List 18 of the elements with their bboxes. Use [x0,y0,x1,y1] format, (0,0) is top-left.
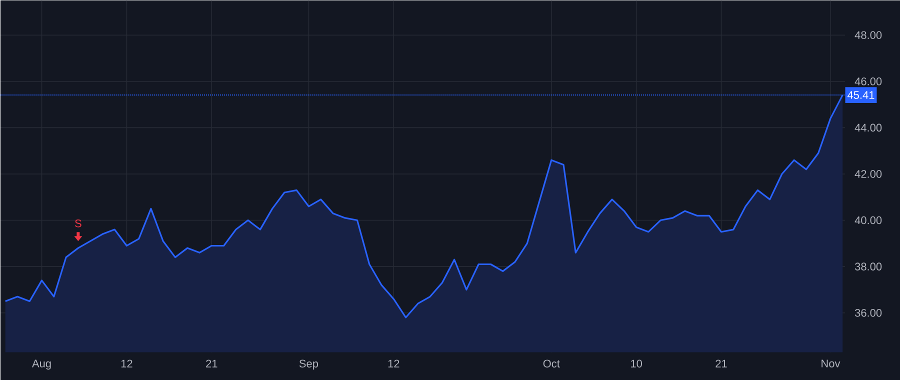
y-tick-label: 48.00 [854,31,882,39]
y-tick-label: 40.00 [854,216,882,224]
y-tick-label: 42.00 [854,170,882,178]
x-tick-label: Aug [32,360,51,370]
x-tick-label: 12 [121,360,132,368]
x-tick-label: 12 [388,360,400,368]
x-tick-label: 21 [716,360,727,368]
y-tick-label: 38.00 [854,262,882,270]
x-tick-label: Nov [822,360,840,368]
annotation: S [75,219,82,228]
x-tick-label: 10 [631,360,642,368]
y-tick-label: 44.00 [854,124,882,132]
x-tick-label: 21 [206,360,218,368]
y-tick-label: 46.00 [854,77,882,86]
ref-line-label: 45.41 [847,91,874,99]
x-tick-label: Oct [543,360,560,368]
y-tick-label: 36.00 [854,308,882,317]
x-tick-label: Sep [299,360,318,370]
